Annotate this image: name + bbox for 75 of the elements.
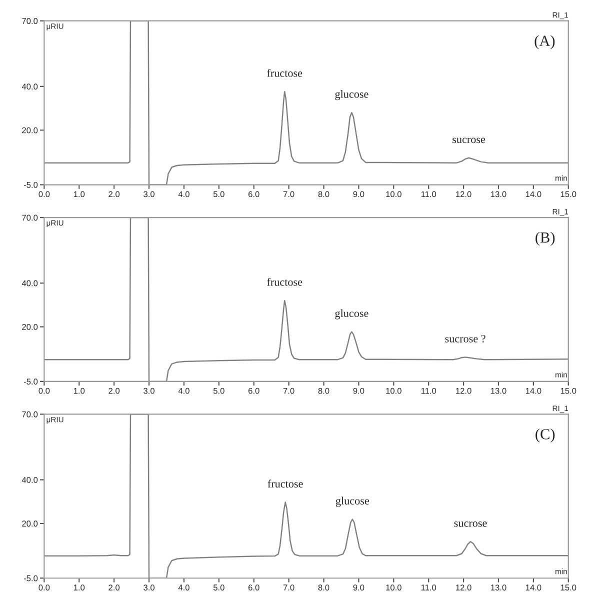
y-tick-label: 40.0 (22, 84, 38, 90)
x-tick-label: 14.0 (526, 388, 542, 394)
x-tick-label: 12.0 (456, 388, 472, 394)
annotation: glucose (335, 309, 368, 320)
y-tick-label: 70.0 (22, 18, 38, 24)
annotation: glucose (335, 90, 368, 100)
y-tick-label: 20.0 (22, 127, 38, 134)
annotation: fructose (267, 278, 302, 286)
x-tick-label: 7.0 (283, 584, 294, 590)
x-tick-label: 3.0 (144, 584, 154, 590)
x-tick-label: 8.0 (318, 191, 330, 198)
x-tick-label: 15.0 (560, 584, 576, 590)
x-tick-label: 11.0 (421, 191, 436, 198)
x-tick-label: 12.0 (456, 191, 472, 198)
x-tick-label: 8.0 (318, 388, 330, 394)
annotation: glucose (336, 496, 369, 507)
x-tick-label: 1.0 (74, 388, 85, 394)
annotation: fructose (267, 68, 302, 77)
x-tick-label: 0.0 (38, 388, 50, 394)
x-tick-label: 14.0 (526, 584, 542, 590)
y-tick-label: 70.0 (22, 411, 38, 418)
x-tick-label: 4.0 (178, 388, 190, 394)
x-tick-label: 12.0 (456, 584, 472, 590)
y-tick-label: 20.0 (22, 520, 38, 527)
x-tick-label: 9.0 (353, 388, 364, 394)
text: (C) (536, 428, 555, 442)
line-series (44, 414, 568, 578)
annotation: fructose (268, 480, 303, 488)
x-tick-label: 13.0 (491, 584, 506, 590)
x-tick-label: 5.0 (213, 584, 224, 590)
x-tick-label: 10.0 (386, 584, 402, 590)
line-series (44, 20, 568, 185)
y-tick-label: -5.0 (24, 575, 38, 582)
x-tick-label: 15.0 (560, 388, 576, 394)
x-tick-label: 11.0 (421, 584, 436, 590)
x-tick-label: 0.0 (38, 191, 50, 198)
x-tick-label: 5.0 (213, 388, 224, 394)
y-tick-label: -5.0 (24, 182, 38, 188)
x-tick-label: 10.0 (386, 191, 402, 198)
x-tick-label: 11.0 (421, 388, 436, 394)
x-tick-label: 6.0 (248, 584, 260, 590)
annotation: sucrose ? (445, 334, 486, 342)
x-tick-label: 9.0 (353, 191, 364, 198)
x-tick-label: 15.0 (560, 191, 576, 198)
line-series (44, 218, 568, 382)
x-tick-label: 7.0 (283, 388, 294, 394)
x-tick-label: 2.0 (108, 388, 120, 394)
x-tick-label: 9.0 (353, 584, 364, 590)
x-tick-label: 14.0 (526, 191, 542, 198)
x-tick-label: 2.0 (108, 584, 120, 590)
text: (A) (534, 35, 555, 50)
x-tick-label: 4.0 (178, 191, 190, 198)
x-tick-label: 10.0 (386, 388, 402, 394)
annotation: sucrose (454, 522, 487, 527)
y-tick-label: 40.0 (22, 280, 38, 286)
y-tick-label: -5.0 (24, 378, 38, 385)
x-tick-label: 13.0 (491, 388, 506, 394)
y-tick-label: 70.0 (22, 214, 38, 221)
annotation: sucrose (452, 138, 486, 144)
x-tick-label: 4.0 (178, 584, 190, 590)
y-tick-label: 40.0 (22, 476, 38, 483)
x-tick-label: 1.0 (74, 191, 85, 198)
x-tick-label: 7.0 (283, 191, 294, 198)
x-tick-label: 1.0 (74, 584, 85, 590)
text: (B) (536, 232, 555, 246)
y-tick-label: 20.0 (22, 324, 38, 330)
x-tick-label: 2.0 (108, 191, 120, 198)
x-tick-label: 3.0 (144, 191, 154, 198)
x-tick-label: 5.0 (213, 191, 224, 198)
x-tick-label: 8.0 (318, 584, 330, 590)
x-tick-label: 13.0 (491, 191, 506, 198)
x-tick-label: 3.0 (144, 388, 154, 394)
x-tick-label: 0.0 (38, 584, 50, 590)
x-tick-label: 6.0 (248, 388, 260, 394)
x-tick-label: 6.0 (248, 191, 260, 198)
